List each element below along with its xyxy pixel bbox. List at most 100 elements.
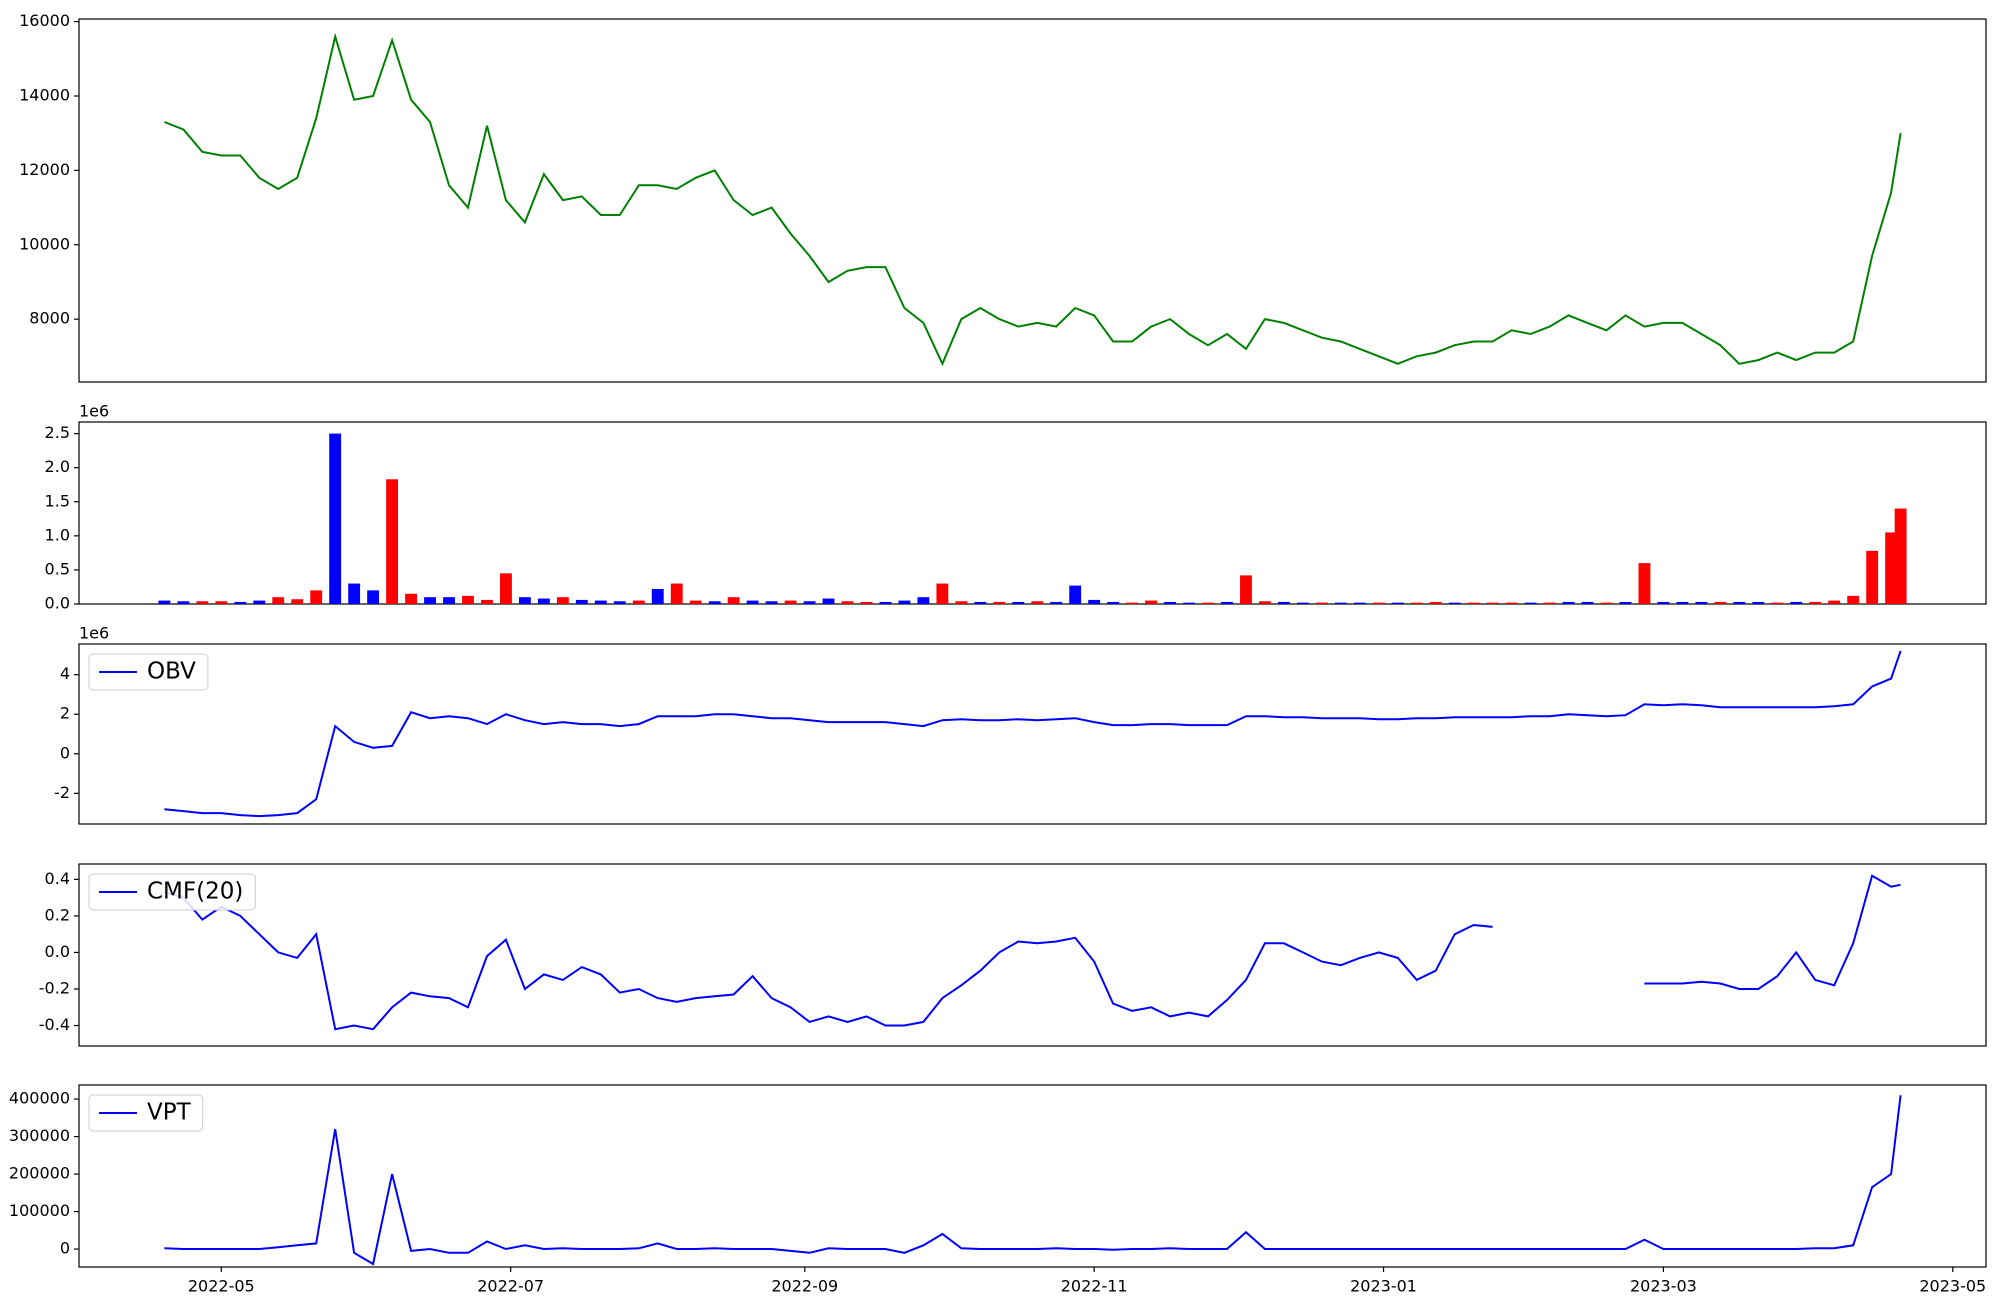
volume-bar [234,601,247,604]
plot-frame [78,643,1987,825]
offset-text: 1e6 [79,624,109,643]
volume-bar [1372,602,1385,604]
x-tick-label: 2022-09 [771,1277,838,1296]
y-tick-label: 200000 [9,1164,70,1183]
volume-bar [1353,602,1366,604]
plot-frame [78,18,1987,383]
x-tick-label: 2023-03 [1630,1277,1697,1296]
volume-bar [1562,601,1575,604]
y-tick-label: 4 [60,664,70,683]
volume-bar [1619,601,1632,604]
volume-bar [1885,532,1898,604]
volume-bar [708,601,721,604]
volume-bar [1031,601,1044,604]
indicator-line [164,874,1901,1031]
y-tick-label: 0.0 [45,942,70,961]
x-tick-label: 2023-05 [1919,1277,1986,1296]
y-tick-label: 16000 [19,11,70,30]
volume-bar [613,601,626,604]
volume-bar [594,600,607,604]
y-tick-label: 300000 [9,1126,70,1145]
volume-bar [822,598,835,604]
legend-label: OBV [147,659,196,685]
volume-bar [1164,601,1176,604]
volume-bar [291,599,304,604]
volume-bar [1050,601,1063,604]
volume-bar [689,600,702,604]
volume-bar [575,599,588,604]
volume-bar [1012,601,1025,604]
volume-bar [765,601,778,604]
volume-bar [1894,508,1907,604]
legend-label: CMF(20) [147,879,243,905]
y-tick-label: 10000 [19,234,70,253]
volume-bar [1600,602,1613,604]
plot-frame [78,863,1987,1047]
volume-bar [1221,601,1233,604]
volume-bar [1126,602,1139,604]
y-tick-label: 14000 [19,85,70,104]
x-tick-label: 2022-05 [188,1277,255,1296]
volume-bar [1315,602,1328,604]
volume-bar [348,583,361,604]
y-tick-label: 0.5 [45,559,70,578]
volume-bar [1410,602,1423,604]
volume-bar [1240,575,1252,604]
volume-bar [974,601,987,604]
volume-bar [253,600,266,604]
volume-bar [196,601,209,604]
volume-bar [1543,602,1556,604]
y-tick-label: 400000 [9,1089,70,1108]
volume-bar [898,600,911,604]
volume-bar [1638,563,1651,604]
volume-bar [860,601,873,604]
volume-bar [215,601,228,604]
volume-bar [177,601,190,604]
y-tick-label: 8000 [29,309,70,328]
volume-bar [310,590,323,604]
y-tick-label: 12000 [19,160,70,179]
volume-bar [1866,550,1879,604]
volume-bar [481,599,493,604]
volume-bar [1202,602,1214,604]
volume-bar [1790,601,1803,604]
indicator-line [164,1095,1902,1266]
y-tick-label: 0.2 [45,905,70,924]
volume-bar [1259,601,1271,604]
y-tick-label: 1.0 [45,525,70,544]
volume-bar [1676,601,1689,604]
volume-bar [1107,601,1120,604]
volume-bar [537,598,550,604]
legend-box [88,1094,204,1132]
volume-bar [1828,600,1841,604]
volume-bar [367,590,380,604]
volume-bar [1334,602,1347,604]
volume-bar [670,583,683,604]
volume-bar [746,600,759,604]
volume-bar [841,601,854,604]
offset-text: 1e6 [79,402,109,421]
volume-bar [784,600,797,604]
volume-bar [727,597,740,604]
volume-bar [443,597,455,604]
volume-bar [1847,595,1860,604]
x-tick-label: 2022-07 [477,1277,544,1296]
volume-bar [518,597,531,604]
volume-bar [405,593,417,604]
volume-bar [1771,602,1784,604]
volume-bar [272,597,285,604]
indicator-line [164,650,1902,818]
volume-bar [1183,602,1195,604]
legend-box [88,653,209,691]
volume-bar [1714,601,1727,604]
plot-frame [78,421,1987,605]
y-tick-label: -0.4 [39,1015,70,1034]
volume-bar [1733,601,1746,604]
y-tick-label: -0.2 [39,978,70,997]
volume-bar [556,597,569,604]
volume-bar [1486,602,1499,604]
volume-bar [803,601,816,604]
volume-bar [917,597,930,604]
y-tick-label: 2 [60,704,70,723]
volume-bar [1657,601,1670,604]
